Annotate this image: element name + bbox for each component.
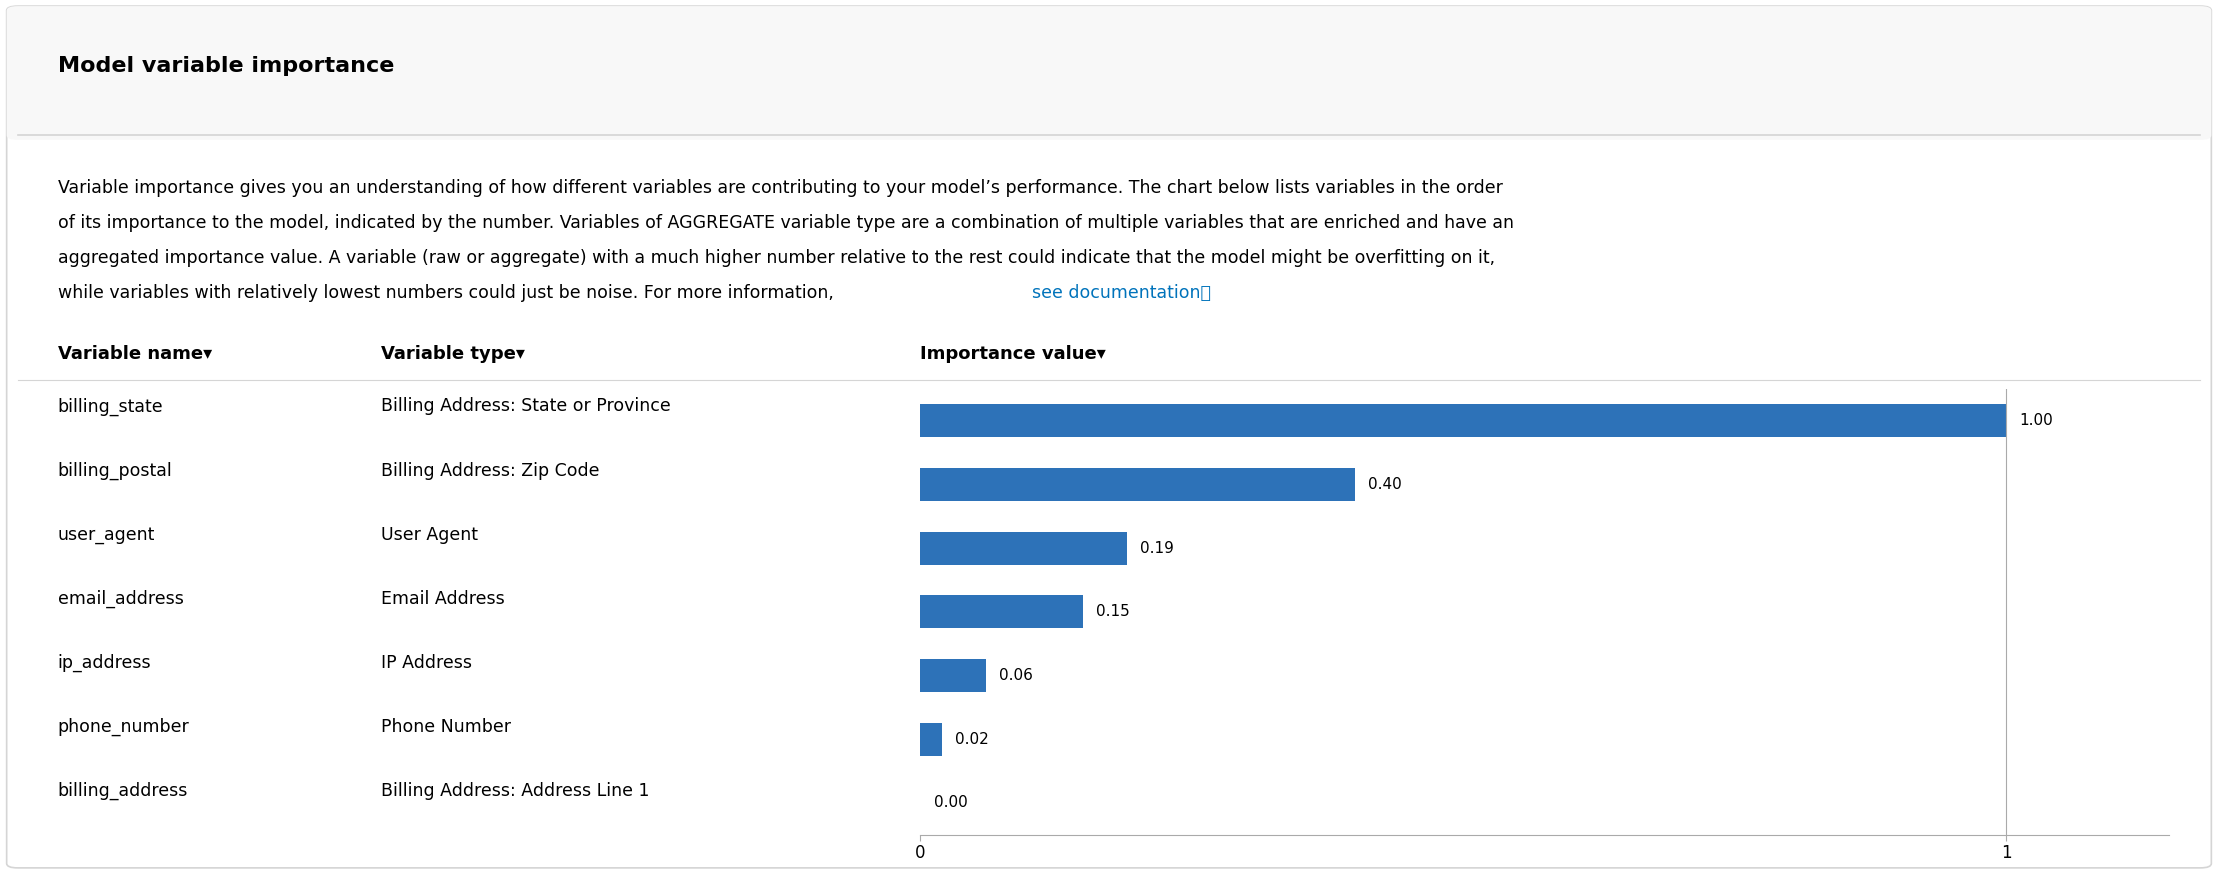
- Text: while variables with relatively lowest numbers could just be noise. For more inf: while variables with relatively lowest n…: [58, 284, 838, 302]
- Text: user_agent: user_agent: [58, 525, 155, 544]
- Text: Variable name▾: Variable name▾: [58, 345, 211, 363]
- Text: Email Address: Email Address: [381, 590, 506, 607]
- Text: Model variable importance: Model variable importance: [58, 56, 395, 75]
- Text: aggregated importance value. A variable (raw or aggregate) with a much higher nu: aggregated importance value. A variable …: [58, 249, 1495, 267]
- Bar: [920, 595, 1082, 628]
- Bar: [920, 531, 1127, 565]
- Text: email_address: email_address: [58, 590, 184, 607]
- Text: Variable type▾: Variable type▾: [381, 345, 526, 363]
- Text: IP Address: IP Address: [381, 654, 472, 672]
- Text: 0.06: 0.06: [998, 668, 1034, 683]
- Text: billing_postal: billing_postal: [58, 461, 173, 480]
- Text: 0.02: 0.02: [956, 732, 989, 746]
- Text: 1.00: 1.00: [2018, 413, 2054, 428]
- Text: Billing Address: State or Province: Billing Address: State or Province: [381, 398, 672, 415]
- Bar: [920, 723, 943, 756]
- Text: Billing Address: Address Line 1: Billing Address: Address Line 1: [381, 782, 650, 800]
- Bar: [920, 468, 1355, 501]
- Text: 0.00: 0.00: [934, 795, 967, 810]
- Text: 0.15: 0.15: [1096, 604, 1131, 620]
- Text: 0.19: 0.19: [1140, 541, 1173, 556]
- Text: of its importance to the model, indicated by the number. Variables of AGGREGATE : of its importance to the model, indicate…: [58, 214, 1513, 232]
- FancyBboxPatch shape: [7, 6, 2211, 140]
- Text: ip_address: ip_address: [58, 654, 151, 672]
- Bar: [920, 404, 2007, 437]
- Text: Phone Number: Phone Number: [381, 718, 512, 736]
- Text: Billing Address: Zip Code: Billing Address: Zip Code: [381, 461, 601, 480]
- FancyBboxPatch shape: [7, 6, 2211, 868]
- Text: Importance value▾: Importance value▾: [920, 345, 1107, 363]
- Text: billing_state: billing_state: [58, 398, 164, 415]
- Text: User Agent: User Agent: [381, 525, 479, 544]
- Text: Variable importance gives you an understanding of how different variables are co: Variable importance gives you an underst…: [58, 179, 1502, 197]
- Text: 0.40: 0.40: [1369, 477, 1402, 492]
- Text: see documentation⧉: see documentation⧉: [1031, 284, 1211, 302]
- Text: billing_address: billing_address: [58, 782, 189, 800]
- Bar: [920, 659, 985, 692]
- Text: phone_number: phone_number: [58, 718, 189, 736]
